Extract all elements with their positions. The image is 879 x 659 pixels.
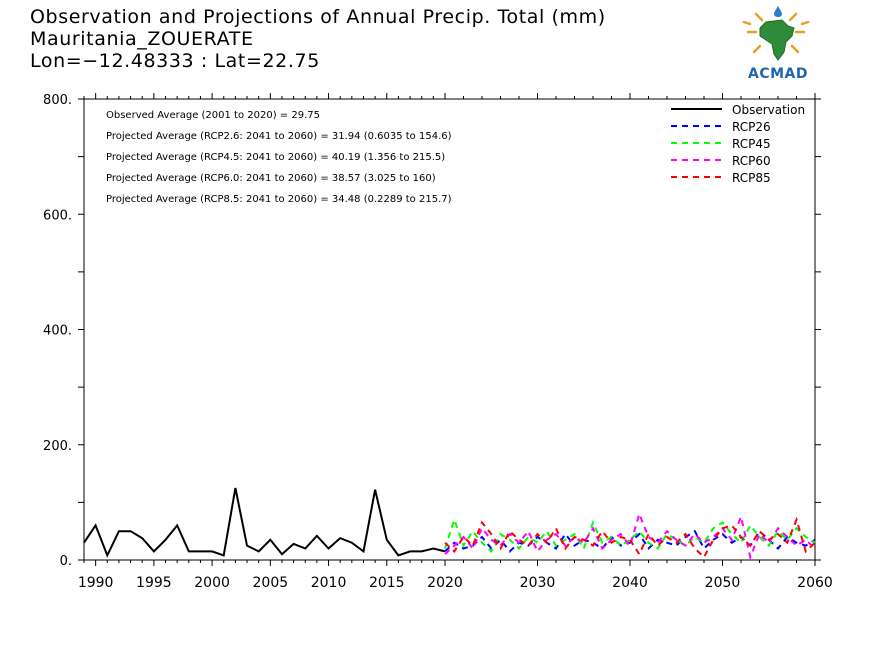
chart-annotation: Projected Average (RCP6.0: 2041 to 2060)…	[106, 173, 436, 184]
legend-label: RCP60	[732, 154, 771, 168]
plot-frame	[83, 98, 816, 561]
legend-label: RCP85	[732, 171, 771, 185]
y-tick-label: 800.	[43, 93, 72, 108]
chart-area: 0. 200. 400. 600. 800. 1990 1995 2000 2005 2010 20…	[43, 93, 833, 591]
chart-annotation: Projected Average (RCP2.6: 2041 to 2060)…	[106, 131, 452, 142]
x-tick-label: 2040	[612, 575, 648, 591]
x-tick-label: 2005	[253, 575, 289, 591]
legend-label: RCP26	[732, 120, 771, 134]
africa-map-logo-icon	[742, 6, 810, 61]
logo-text: ACMAD	[748, 66, 808, 82]
x-tick-label: 2050	[705, 575, 741, 591]
chart-annotations: Observed Average (2001 to 2020) = 29.75 P…	[106, 110, 452, 205]
x-tick-label: 1990	[78, 575, 114, 591]
chart-series	[83, 487, 816, 561]
x-tick-label: 2000	[194, 575, 230, 591]
legend-label: Observation	[732, 103, 805, 117]
chart-annotation: Observed Average (2001 to 2020) = 29.75	[106, 110, 320, 121]
x-tick-label: 2060	[797, 575, 833, 591]
x-tick-label: 2020	[427, 575, 463, 591]
acmad-logo: ACMAD	[736, 6, 820, 82]
chart-annotation: Projected Average (RCP8.5: 2041 to 2060)…	[106, 194, 452, 205]
chart-subtitle-location: Mauritania_ZOUERATE	[30, 28, 254, 50]
series-line-rcp26	[444, 529, 816, 553]
legend-label: RCP45	[732, 137, 771, 151]
series-line-rcp60	[444, 510, 816, 561]
chart-title-block: Observation and Projections of Annual Pr…	[30, 6, 606, 72]
chart-subtitle-coordinates: Lon=−12.48333 : Lat=22.75	[30, 50, 320, 72]
chart-title: Observation and Projections of Annual Pr…	[30, 6, 606, 28]
series-line-rcp85	[444, 516, 816, 559]
series-line-observation	[83, 487, 446, 558]
x-tick-label: 2015	[369, 575, 405, 591]
chart-axes: 0. 200. 400. 600. 800. 1990 1995 2000 2005 2010 20…	[43, 93, 833, 591]
x-tick-label: 1995	[136, 575, 172, 591]
chart-annotation: Projected Average (RCP4.5: 2041 to 2060)…	[106, 152, 445, 163]
y-tick-label: 600.	[43, 208, 72, 223]
y-tick-label: 400.	[43, 324, 72, 339]
y-tick-label: 0.	[60, 554, 72, 569]
x-tick-label: 2030	[520, 575, 556, 591]
series-line-rcp45	[444, 516, 816, 554]
y-tick-label: 200.	[43, 439, 72, 454]
chart-legend: Observation RCP26 RCP45 RCP60 RCP85	[671, 103, 805, 185]
x-tick-label: 2010	[311, 575, 347, 591]
